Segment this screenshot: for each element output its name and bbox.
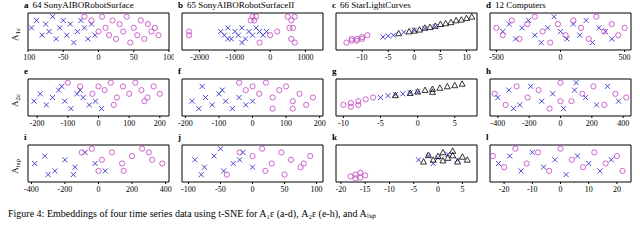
html-text:a 64 SonyAIBORobotSurface: a 64 SonyAIBORobotSurface <box>24 0 134 10</box>
svg-text:-100: -100 <box>61 119 76 128</box>
svg-text:100: 100 <box>280 119 292 128</box>
svg-text:-5: -5 <box>385 53 392 62</box>
html-text:66 StarLightCurves: 66 StarLightCurves <box>340 0 411 10</box>
svg-text:-500: -500 <box>489 53 504 62</box>
svg-text:-400: -400 <box>490 119 505 128</box>
svg-text:-200: -200 <box>30 119 45 128</box>
svg-text:0: 0 <box>559 185 563 194</box>
html-text:i: i <box>24 132 27 142</box>
html-text:g: g <box>332 66 337 76</box>
svg-text:-200: -200 <box>178 119 193 128</box>
html-text:h: h <box>486 66 491 76</box>
svg-text:500: 500 <box>619 53 631 62</box>
svg-text:-15: -15 <box>360 185 371 194</box>
svg-text:-10: -10 <box>384 185 395 194</box>
svg-text:100: 100 <box>163 53 174 62</box>
svg-text:10: 10 <box>585 185 593 194</box>
svg-text:100: 100 <box>311 185 323 194</box>
svg-text:0: 0 <box>97 119 101 128</box>
svg-text:20: 20 <box>613 185 621 194</box>
svg-text:0: 0 <box>416 119 420 128</box>
svg-text:-50: -50 <box>58 53 69 62</box>
html-text:A: A <box>9 167 20 174</box>
svg-text:0: 0 <box>97 185 101 194</box>
svg-text:-10: -10 <box>527 185 538 194</box>
svg-text:-5: -5 <box>410 185 417 194</box>
svg-text:5: 5 <box>460 185 464 194</box>
html-text:f: f <box>178 66 181 76</box>
svg-text:0: 0 <box>268 53 272 62</box>
svg-text:100: 100 <box>123 119 135 128</box>
svg-text:200: 200 <box>154 119 166 128</box>
html-text:e: e <box>24 66 28 76</box>
svg-text:5: 5 <box>438 53 442 62</box>
svg-text:-20: -20 <box>499 185 510 194</box>
html-text:65 SonyAIBORobotSurfaceII: 65 SonyAIBORobotSurfaceII <box>187 0 295 10</box>
svg-text:200: 200 <box>314 119 326 128</box>
svg-text:-100: -100 <box>24 53 35 62</box>
html-text:Figure 4: Embeddings of four t: Figure 4: Embeddings of four time series… <box>8 208 376 219</box>
html-text:12 Computers: 12 Computers <box>495 0 546 10</box>
html-text:A: A <box>9 100 20 107</box>
svg-text:400: 400 <box>617 119 629 128</box>
svg-text:-200: -200 <box>522 119 537 128</box>
svg-text:0: 0 <box>97 53 101 62</box>
svg-text:200: 200 <box>586 119 598 128</box>
svg-text:5: 5 <box>453 119 457 128</box>
html-text:j: j <box>178 132 181 142</box>
svg-text:-1000: -1000 <box>226 53 245 62</box>
svg-text:-100: -100 <box>212 119 227 128</box>
svg-text:10: 10 <box>463 53 471 62</box>
svg-text:-2000: -2000 <box>190 53 209 62</box>
svg-text:50: 50 <box>130 53 138 62</box>
html-text:lsp: lsp <box>14 159 23 168</box>
svg-text:-5: -5 <box>377 119 384 128</box>
svg-text:0: 0 <box>559 53 563 62</box>
svg-text:0: 0 <box>251 119 255 128</box>
svg-text:-200: -200 <box>58 185 73 194</box>
svg-text:0: 0 <box>436 185 440 194</box>
svg-text:400: 400 <box>160 185 172 194</box>
html-text:k: k <box>332 132 337 142</box>
svg-text:-20: -20 <box>336 185 347 194</box>
html-text:d: d <box>486 0 491 10</box>
html-text:A: A <box>9 34 20 41</box>
svg-text:-100: -100 <box>181 185 196 194</box>
html-text:2ε: 2ε <box>14 93 23 101</box>
svg-text:0: 0 <box>412 53 416 62</box>
html-text:l: l <box>486 132 489 142</box>
html-text:c: c <box>332 0 336 10</box>
html-text:1ε: 1ε <box>14 27 23 35</box>
html-text:b: b <box>178 0 183 10</box>
svg-text:50: 50 <box>281 185 289 194</box>
svg-text:-50: -50 <box>215 185 226 194</box>
svg-text:0: 0 <box>559 119 563 128</box>
svg-text:-10: -10 <box>338 119 349 128</box>
svg-text:200: 200 <box>126 185 138 194</box>
svg-text:0: 0 <box>251 185 255 194</box>
svg-text:-400: -400 <box>24 185 39 194</box>
svg-text:1000: 1000 <box>297 53 313 62</box>
svg-text:-10: -10 <box>357 53 368 62</box>
